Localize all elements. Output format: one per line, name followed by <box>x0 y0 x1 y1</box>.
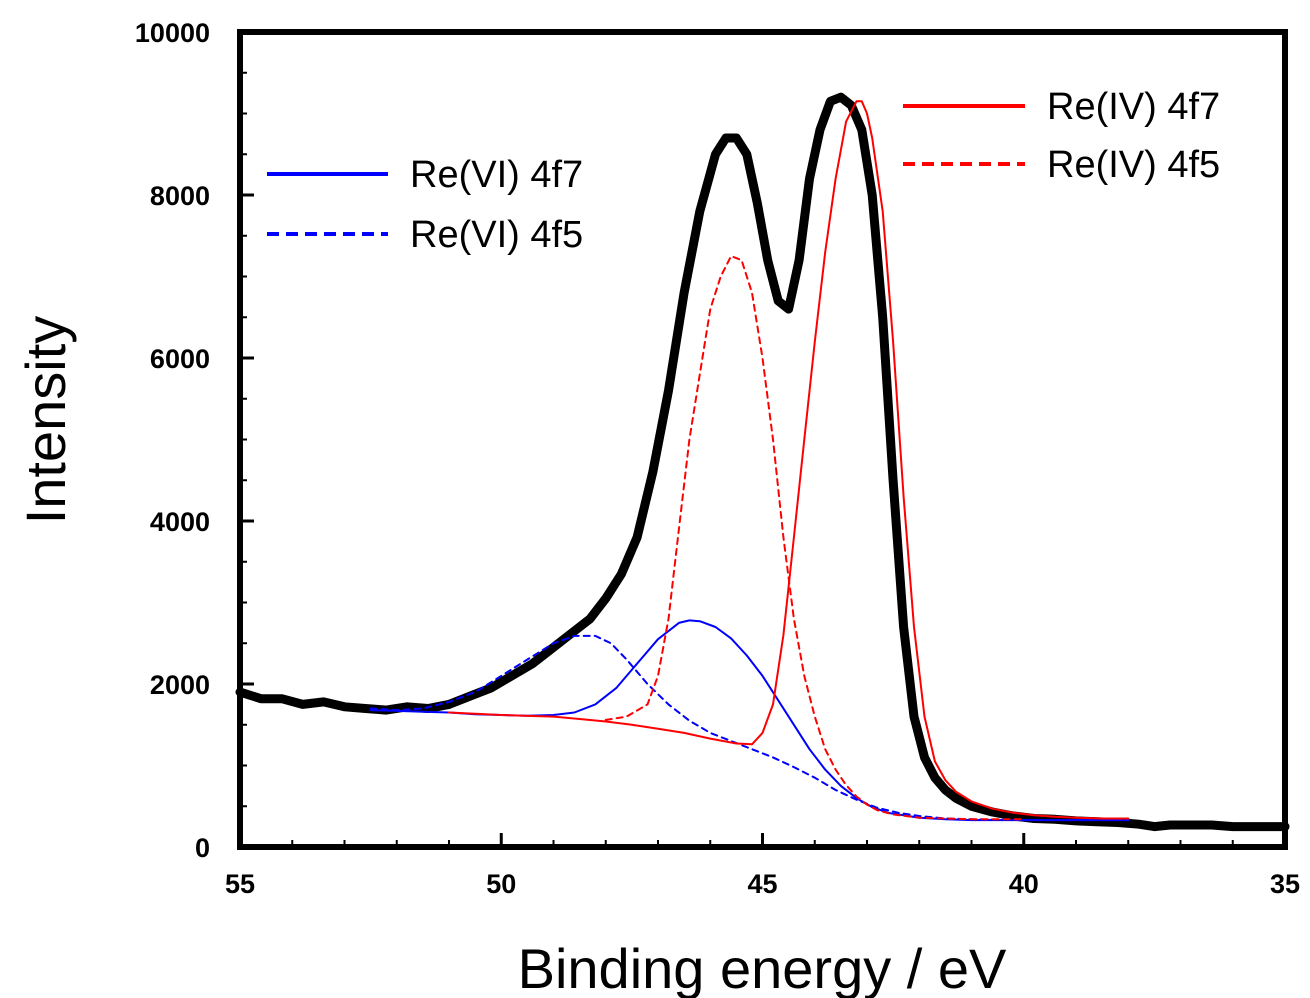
x-tick-label: 55 <box>225 869 255 899</box>
series-re-iv-4f7 <box>448 100 1130 820</box>
series-layer <box>235 92 1290 832</box>
y-tick-label: 4000 <box>150 507 210 537</box>
legend-left: Re(VI) 4f7 Re(VI) 4f5 <box>267 154 583 256</box>
x-tick-label: 45 <box>747 869 777 899</box>
series-re-vi-4f7 <box>369 619 1130 822</box>
y-tick-label: 8000 <box>150 181 210 211</box>
legend-label: Re(VI) 4f7 <box>410 154 583 196</box>
x-tick-label: 50 <box>486 869 516 899</box>
series-total-envelope <box>235 92 1290 832</box>
series-re-iv-4f5 <box>604 255 1025 821</box>
y-tick-label: 0 <box>195 833 210 863</box>
series-re-vi-4f5 <box>369 634 1130 822</box>
y-tick-label: 2000 <box>150 670 210 700</box>
x-tick-label: 35 <box>1270 869 1300 899</box>
x-tick-label: 40 <box>1009 869 1039 899</box>
legend-right: Re(IV) 4f7 Re(IV) 4f5 <box>903 86 1220 186</box>
legend-label: Re(VI) 4f5 <box>410 214 583 256</box>
y-tick-label: 10000 <box>135 18 210 48</box>
tick-labels-layer: 55 50 45 40 35 0 2000 4000 6000 8000 10000 <box>135 18 1300 899</box>
y-axis-title: Intensity <box>14 316 77 525</box>
ticks-layer <box>240 71 1234 847</box>
legend-label: Re(IV) 4f7 <box>1047 86 1220 128</box>
y-tick-label: 6000 <box>150 344 210 374</box>
legend-label: Re(IV) 4f5 <box>1047 144 1220 186</box>
x-axis-title: Binding energy / eV <box>518 937 1007 998</box>
